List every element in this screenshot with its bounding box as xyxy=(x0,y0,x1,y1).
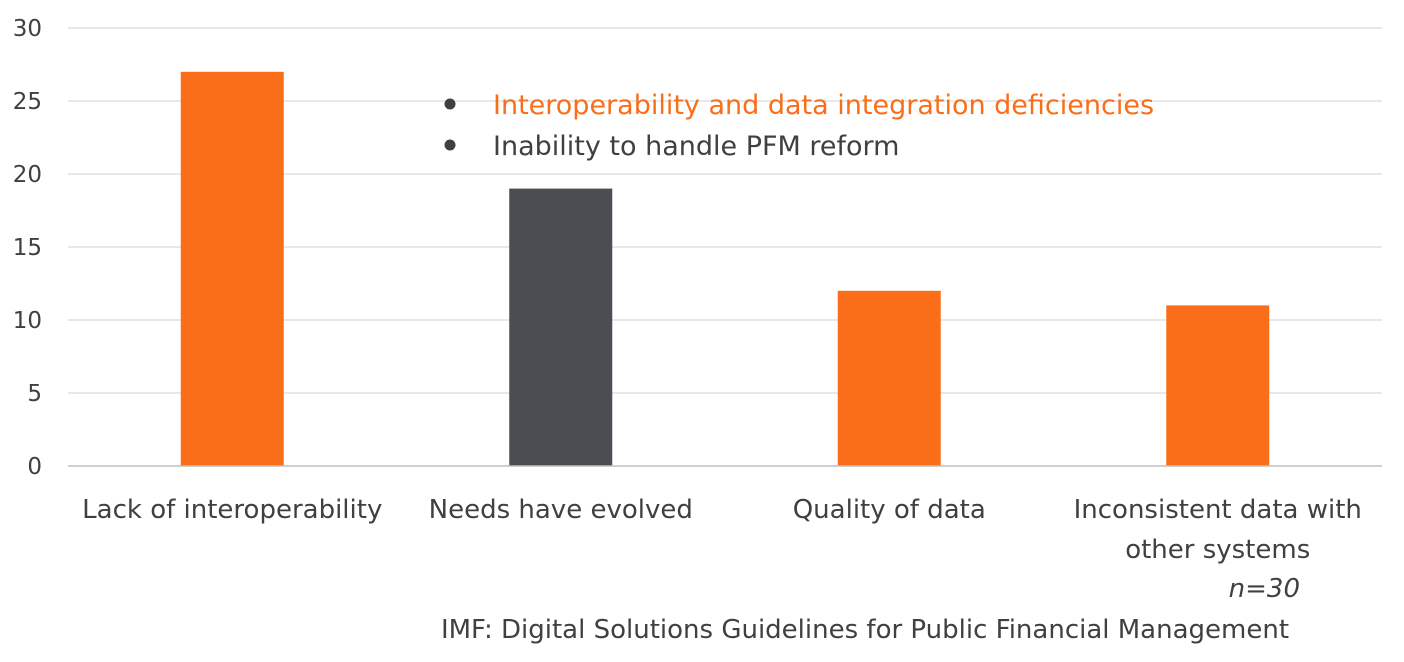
bar xyxy=(509,188,613,466)
source-note: IMF: Digital Solutions Guidelines for Pu… xyxy=(441,615,1289,645)
y-tick-label: 15 xyxy=(13,235,42,261)
category-label: Quality of data xyxy=(793,495,986,525)
legend-bullet xyxy=(444,139,456,151)
y-axis-ticks: 0 5 10 15 20 25 30 xyxy=(13,16,42,480)
y-tick-label: 25 xyxy=(13,89,42,115)
y-tick-label: 10 xyxy=(13,308,42,334)
legend-label: Inability to handle PFM reform xyxy=(493,131,899,162)
bar xyxy=(837,290,941,466)
category-label: Inconsistent data with other systems xyxy=(1074,495,1362,565)
y-tick-label: 5 xyxy=(27,381,42,407)
legend-label: Interoperability and data integration de… xyxy=(493,90,1154,121)
bars xyxy=(180,71,1270,467)
grid-lines xyxy=(68,27,1382,394)
category-label: Lack of interoperability xyxy=(82,495,382,525)
annotations: n=30 IMF: Digital Solutions Guidelines f… xyxy=(441,574,1300,645)
sample-size-note: n=30 xyxy=(1229,574,1300,604)
bar xyxy=(1166,305,1270,466)
y-tick-label: 30 xyxy=(13,16,42,42)
category-labels: Lack of interoperability Needs have evolv… xyxy=(82,495,1362,565)
category-label: Needs have evolved xyxy=(429,495,693,525)
legend-bullet xyxy=(444,98,456,110)
legend: Interoperability and data integration de… xyxy=(444,90,1154,162)
y-tick-label: 20 xyxy=(13,162,42,188)
bar xyxy=(180,71,284,467)
y-tick-label: 0 xyxy=(27,454,42,480)
